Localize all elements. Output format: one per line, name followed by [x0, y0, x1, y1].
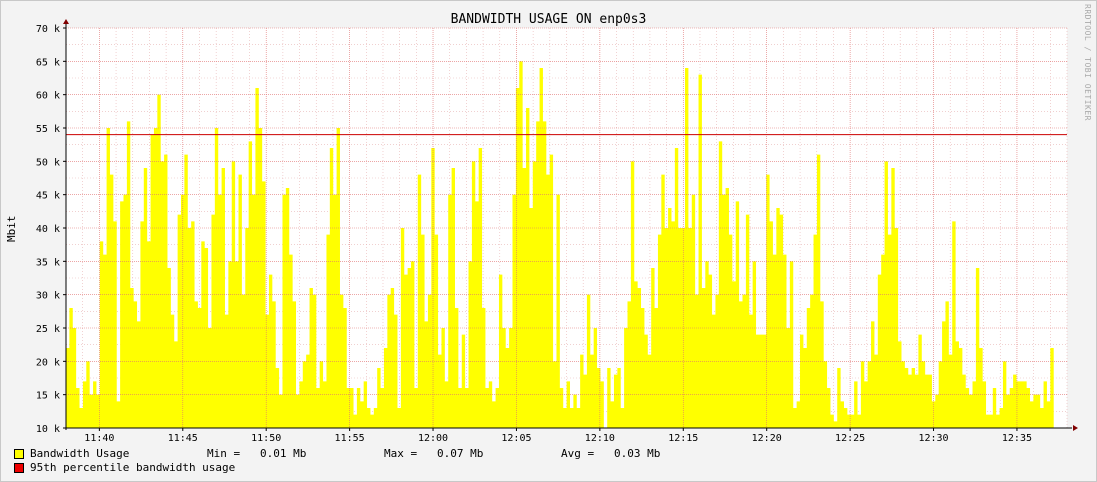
y-axis-arrow [63, 19, 69, 24]
x-tick-label: 12:05 [501, 433, 531, 444]
bandwidth-legend-swatch [14, 449, 24, 459]
y-tick-label: 25 k [36, 324, 60, 335]
x-tick-label: 12:10 [585, 433, 615, 444]
x-tick-label: 12:30 [918, 433, 948, 444]
y-tick-label: 40 k [36, 224, 60, 235]
y-tick-label: 20 k [36, 357, 60, 368]
grid-major [66, 27, 1067, 429]
x-tick-label: 12:25 [835, 433, 865, 444]
x-tick-label: 12:20 [752, 433, 782, 444]
avg-stat: Avg = 0.03 Mb [561, 447, 661, 460]
y-tick-label: 55 k [36, 124, 60, 135]
y-tick-label: 70 k [36, 24, 60, 35]
percentile-legend-label: 95th percentile bandwidth usage [30, 461, 236, 474]
y-tick-labels: 10 k 15 k 20 k 25 k 30 k 35 k 40 k 45 k 50 k 55 k… [36, 24, 66, 435]
y-tick-label: 35 k [36, 257, 60, 268]
x-tick-label: 11:55 [335, 433, 365, 444]
bandwidth-legend-label: Bandwidth Usage [30, 447, 130, 460]
y-tick-label: 65 k [36, 57, 60, 68]
x-tick-label: 11:50 [251, 433, 281, 444]
y-tick-label: 15 k [36, 391, 60, 402]
x-tick-label: 12:35 [1002, 433, 1032, 444]
x-tick-label: 12:15 [668, 433, 698, 444]
y-tick-label: 30 k [36, 291, 60, 302]
percentile-legend-swatch [14, 463, 24, 473]
x-tick-label: 11:40 [84, 433, 114, 444]
x-tick-label: 12:00 [418, 433, 448, 444]
min-stat: Min = 0.01 Mb [207, 447, 307, 460]
x-axis-arrow [1073, 425, 1078, 431]
chart-title: BANDWIDTH USAGE ON enp0s3 [450, 12, 647, 27]
rrdtool-watermark: RRDTOOL / TOBI OETIKER [1083, 4, 1092, 121]
y-tick-label: 50 k [36, 157, 60, 168]
axes [63, 19, 1078, 431]
max-stat: Max = 0.07 Mb [384, 447, 484, 460]
y-tick-label: 60 k [36, 91, 60, 102]
y-tick-label: 10 k [36, 424, 60, 435]
x-tick-label: 11:45 [168, 433, 198, 444]
y-tick-label: 45 k [36, 191, 60, 202]
x-tick-labels: 11:40 11:45 11:50 11:55 12:00 12:05 12:10 12:15… [84, 428, 1032, 444]
bandwidth-area-series [66, 61, 1054, 428]
bandwidth-area [66, 61, 1054, 428]
